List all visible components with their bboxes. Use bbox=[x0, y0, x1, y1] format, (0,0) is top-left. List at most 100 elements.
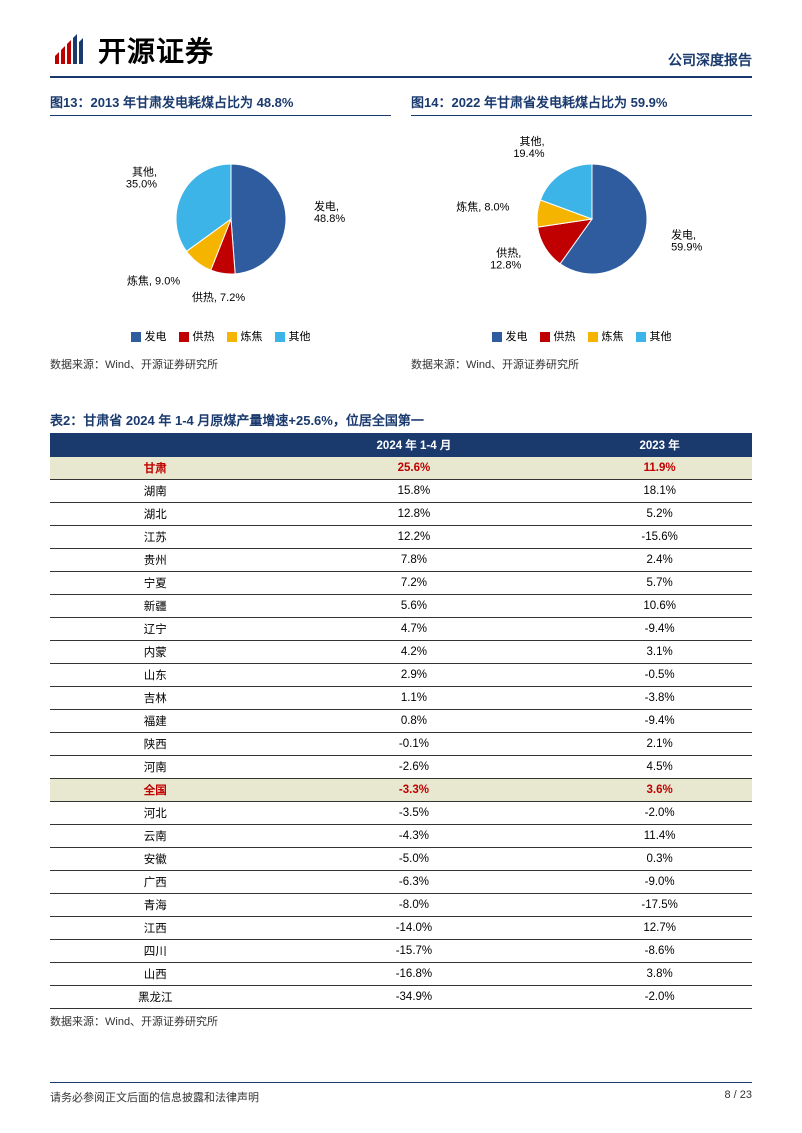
table-cell-value: 2.9% bbox=[261, 664, 568, 687]
table-cell-value: -0.5% bbox=[567, 664, 752, 687]
table-cell-value: 12.8% bbox=[261, 503, 568, 526]
svg-text:发电,59.9%: 发电,59.9% bbox=[671, 227, 702, 253]
table-row: 四川-15.7%-8.6% bbox=[50, 940, 752, 963]
table-cell-value: -9.4% bbox=[567, 710, 752, 733]
legend-swatch bbox=[179, 332, 189, 342]
table-cell-value: 5.2% bbox=[567, 503, 752, 526]
svg-text:炼焦, 8.0%: 炼焦, 8.0% bbox=[456, 200, 509, 214]
table-row: 江西-14.0%12.7% bbox=[50, 917, 752, 940]
table-col-2: 2023 年 bbox=[567, 433, 752, 457]
table-cell-value: 1.1% bbox=[261, 687, 568, 710]
table-cell-value: 18.1% bbox=[567, 480, 752, 503]
table-cell-name: 安徽 bbox=[50, 848, 261, 871]
page-header: 开源证券 公司深度报告 bbox=[50, 30, 752, 78]
table-cell-name: 山东 bbox=[50, 664, 261, 687]
table-cell-value: -3.5% bbox=[261, 802, 568, 825]
legend-swatch bbox=[540, 332, 550, 342]
table-row: 福建0.8%-9.4% bbox=[50, 710, 752, 733]
table-cell-value: -2.0% bbox=[567, 986, 752, 1009]
legend-label: 炼焦 bbox=[241, 331, 263, 343]
table-section: 表2：甘肃省 2024 年 1-4 月原煤产量增速+25.6%，位居全国第一 2… bbox=[50, 410, 752, 1029]
svg-text:供热,12.8%: 供热,12.8% bbox=[490, 245, 521, 271]
table-header-row: 2024 年 1-4 月 2023 年 bbox=[50, 433, 752, 457]
table-cell-name: 湖北 bbox=[50, 503, 261, 526]
table-row: 内蒙4.2%3.1% bbox=[50, 641, 752, 664]
table-cell-value: 7.8% bbox=[261, 549, 568, 572]
table-cell-value: -2.6% bbox=[261, 756, 568, 779]
legend-swatch bbox=[227, 332, 237, 342]
table-row: 广西-6.3%-9.0% bbox=[50, 871, 752, 894]
table-cell-value: -16.8% bbox=[261, 963, 568, 986]
table-cell-value: 3.8% bbox=[567, 963, 752, 986]
legend-swatch bbox=[588, 332, 598, 342]
table-cell-name: 全国 bbox=[50, 779, 261, 802]
table-cell-value: -3.8% bbox=[567, 687, 752, 710]
table-row: 黑龙江-34.9%-2.0% bbox=[50, 986, 752, 1009]
table-cell-value: -34.9% bbox=[261, 986, 568, 1009]
footer-disclaimer: 请务必参阅正文后面的信息披露和法律声明 bbox=[50, 1089, 259, 1105]
charts-row: 图13：2013 年甘肃发电耗煤占比为 48.8% 发电,48.8%供热, 7.… bbox=[50, 92, 752, 350]
table-row: 湖北12.8%5.2% bbox=[50, 503, 752, 526]
table-row: 吉林1.1%-3.8% bbox=[50, 687, 752, 710]
table-cell-value: -3.3% bbox=[261, 779, 568, 802]
table-cell-name: 四川 bbox=[50, 940, 261, 963]
svg-text:炼焦, 9.0%: 炼焦, 9.0% bbox=[126, 274, 179, 288]
chart-left-pie: 发电,48.8%供热, 7.2%炼焦, 9.0%其他,35.0% bbox=[50, 124, 391, 324]
legend-swatch bbox=[275, 332, 285, 342]
table-cell-name: 内蒙 bbox=[50, 641, 261, 664]
table-cell-value: 2.1% bbox=[567, 733, 752, 756]
table-col-0 bbox=[50, 433, 261, 457]
table-row: 新疆5.6%10.6% bbox=[50, 595, 752, 618]
legend-item: 发电 bbox=[492, 328, 528, 344]
logo-block: 开源证券 bbox=[50, 30, 214, 70]
chart-right-source: 数据来源：Wind、开源证券研究所 bbox=[411, 356, 752, 372]
legend-swatch bbox=[636, 332, 646, 342]
legend-item: 其他 bbox=[275, 328, 311, 344]
table-row: 全国-3.3%3.6% bbox=[50, 779, 752, 802]
table-cell-value: -15.6% bbox=[567, 526, 752, 549]
table-cell-value: 3.6% bbox=[567, 779, 752, 802]
table-cell-name: 河北 bbox=[50, 802, 261, 825]
page-footer: 请务必参阅正文后面的信息披露和法律声明 8 / 23 bbox=[50, 1082, 752, 1105]
table-cell-name: 吉林 bbox=[50, 687, 261, 710]
legend-item: 发电 bbox=[131, 328, 167, 344]
table-cell-value: 5.7% bbox=[567, 572, 752, 595]
table-cell-value: 4.5% bbox=[567, 756, 752, 779]
table-cell-name: 新疆 bbox=[50, 595, 261, 618]
table-cell-value: -17.5% bbox=[567, 894, 752, 917]
table-row: 安徽-5.0%0.3% bbox=[50, 848, 752, 871]
table-cell-value: 4.2% bbox=[261, 641, 568, 664]
footer-page-number: 8 / 23 bbox=[724, 1089, 752, 1105]
table-cell-name: 黑龙江 bbox=[50, 986, 261, 1009]
legend-label: 发电 bbox=[506, 331, 528, 343]
table-cell-value: 5.6% bbox=[261, 595, 568, 618]
table-cell-name: 江苏 bbox=[50, 526, 261, 549]
table-cell-value: -5.0% bbox=[261, 848, 568, 871]
table-cell-value: -9.4% bbox=[567, 618, 752, 641]
table-row: 山西-16.8%3.8% bbox=[50, 963, 752, 986]
svg-text:其他,35.0%: 其他,35.0% bbox=[125, 165, 156, 190]
table-cell-name: 辽宁 bbox=[50, 618, 261, 641]
legend-swatch bbox=[131, 332, 141, 342]
table-row: 宁夏7.2%5.7% bbox=[50, 572, 752, 595]
table-row: 陕西-0.1%2.1% bbox=[50, 733, 752, 756]
table-cell-value: -8.0% bbox=[261, 894, 568, 917]
table-cell-value: 11.9% bbox=[567, 457, 752, 480]
report-type-label: 公司深度报告 bbox=[668, 50, 752, 70]
table-cell-value: 11.4% bbox=[567, 825, 752, 848]
company-logo-icon bbox=[50, 30, 90, 70]
table-row: 甘肃25.6%11.9% bbox=[50, 457, 752, 480]
legend-item: 其他 bbox=[636, 328, 672, 344]
chart-left-title: 图13：2013 年甘肃发电耗煤占比为 48.8% bbox=[50, 92, 391, 116]
legend-label: 炼焦 bbox=[602, 331, 624, 343]
table-cell-value: 12.2% bbox=[261, 526, 568, 549]
table-cell-value: -8.6% bbox=[567, 940, 752, 963]
company-name: 开源证券 bbox=[98, 30, 214, 70]
table-row: 湖南15.8%18.1% bbox=[50, 480, 752, 503]
svg-text:其他,19.4%: 其他,19.4% bbox=[513, 135, 544, 160]
table-cell-name: 江西 bbox=[50, 917, 261, 940]
chart-right-pie: 发电,59.9% 供热,12.8% 炼焦, 8.0% 其他,19.4% bbox=[411, 124, 752, 324]
legend-label: 发电 bbox=[145, 331, 167, 343]
table-cell-value: -0.1% bbox=[261, 733, 568, 756]
charts-sources-row: 数据来源：Wind、开源证券研究所 数据来源：Wind、开源证券研究所 bbox=[50, 354, 752, 380]
